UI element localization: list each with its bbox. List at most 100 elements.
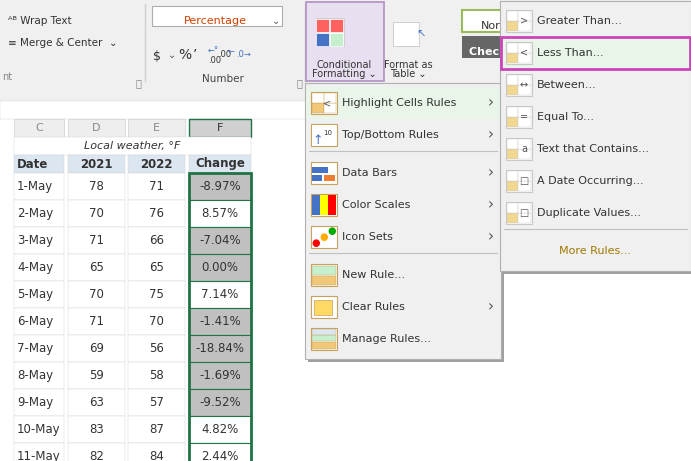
Text: A Date Occurring...: A Date Occurring... bbox=[537, 176, 643, 186]
Text: 8-May: 8-May bbox=[17, 369, 53, 382]
Text: 10: 10 bbox=[323, 130, 332, 136]
Text: 5-May: 5-May bbox=[17, 288, 53, 301]
Text: Duplicate Values...: Duplicate Values... bbox=[537, 208, 641, 218]
Text: F: F bbox=[217, 123, 223, 133]
Text: Goo: Goo bbox=[602, 21, 624, 31]
Text: 1-May: 1-May bbox=[17, 180, 53, 193]
Text: ●: ● bbox=[328, 226, 337, 236]
FancyBboxPatch shape bbox=[128, 362, 185, 389]
FancyBboxPatch shape bbox=[506, 106, 532, 128]
FancyBboxPatch shape bbox=[324, 175, 335, 181]
FancyBboxPatch shape bbox=[128, 155, 185, 173]
FancyBboxPatch shape bbox=[189, 173, 251, 200]
Text: .0→: .0→ bbox=[236, 50, 251, 59]
Text: 4.82%: 4.82% bbox=[201, 423, 238, 436]
Text: Change: Change bbox=[195, 158, 245, 171]
FancyBboxPatch shape bbox=[501, 37, 690, 69]
Text: 2.44%: 2.44% bbox=[201, 450, 238, 461]
FancyBboxPatch shape bbox=[189, 308, 251, 335]
Text: -1.69%: -1.69% bbox=[199, 369, 241, 382]
Text: Manage Rules...: Manage Rules... bbox=[342, 334, 431, 344]
FancyBboxPatch shape bbox=[507, 149, 518, 159]
FancyBboxPatch shape bbox=[14, 308, 64, 335]
Text: ←: ← bbox=[228, 47, 235, 56]
FancyBboxPatch shape bbox=[600, 10, 650, 32]
FancyBboxPatch shape bbox=[189, 443, 251, 461]
Text: ›: › bbox=[488, 128, 494, 142]
FancyBboxPatch shape bbox=[152, 6, 282, 26]
Text: Normal: Normal bbox=[481, 21, 521, 31]
FancyBboxPatch shape bbox=[128, 416, 185, 443]
FancyBboxPatch shape bbox=[506, 138, 532, 160]
FancyBboxPatch shape bbox=[128, 443, 185, 461]
Text: ›: › bbox=[488, 230, 494, 244]
Text: .00: .00 bbox=[208, 56, 221, 65]
FancyBboxPatch shape bbox=[311, 328, 337, 350]
FancyBboxPatch shape bbox=[14, 389, 64, 416]
FancyBboxPatch shape bbox=[507, 75, 518, 85]
Text: ›: › bbox=[488, 165, 494, 181]
Text: 8.57%: 8.57% bbox=[202, 207, 238, 220]
FancyBboxPatch shape bbox=[324, 93, 336, 103]
Text: -18.84%: -18.84% bbox=[196, 342, 245, 355]
FancyBboxPatch shape bbox=[68, 155, 125, 173]
FancyBboxPatch shape bbox=[518, 107, 531, 117]
Text: 66: 66 bbox=[149, 234, 164, 247]
FancyBboxPatch shape bbox=[330, 33, 343, 46]
FancyBboxPatch shape bbox=[14, 443, 64, 461]
Text: 6-May: 6-May bbox=[17, 315, 53, 328]
Text: 70: 70 bbox=[89, 288, 104, 301]
FancyBboxPatch shape bbox=[68, 254, 125, 281]
Text: C: C bbox=[35, 123, 43, 133]
FancyBboxPatch shape bbox=[506, 202, 532, 224]
FancyBboxPatch shape bbox=[518, 117, 531, 127]
FancyBboxPatch shape bbox=[128, 173, 185, 200]
Text: <: < bbox=[520, 48, 528, 58]
Text: Greater Than...: Greater Than... bbox=[537, 16, 622, 26]
Text: Check Cell: Check Cell bbox=[468, 47, 533, 57]
FancyBboxPatch shape bbox=[312, 175, 322, 181]
FancyBboxPatch shape bbox=[328, 195, 336, 215]
FancyBboxPatch shape bbox=[0, 0, 691, 83]
FancyBboxPatch shape bbox=[544, 10, 596, 32]
Text: Explanatory ...: Explanatory ... bbox=[544, 47, 625, 57]
Text: More Rules...: More Rules... bbox=[560, 246, 632, 256]
FancyBboxPatch shape bbox=[518, 139, 531, 149]
Text: a: a bbox=[521, 144, 527, 154]
Text: 2022: 2022 bbox=[140, 158, 173, 171]
FancyBboxPatch shape bbox=[312, 167, 328, 173]
FancyBboxPatch shape bbox=[320, 195, 328, 215]
Text: Format as: Format as bbox=[384, 60, 433, 70]
FancyBboxPatch shape bbox=[128, 254, 185, 281]
FancyBboxPatch shape bbox=[518, 203, 531, 213]
Text: =: = bbox=[520, 112, 528, 122]
Text: 71: 71 bbox=[89, 315, 104, 328]
FancyBboxPatch shape bbox=[14, 173, 64, 200]
FancyBboxPatch shape bbox=[14, 254, 64, 281]
FancyBboxPatch shape bbox=[128, 227, 185, 254]
Text: 11-May: 11-May bbox=[17, 450, 61, 461]
Text: 63: 63 bbox=[89, 396, 104, 409]
FancyBboxPatch shape bbox=[311, 124, 337, 146]
FancyBboxPatch shape bbox=[14, 227, 64, 254]
Text: 65: 65 bbox=[149, 261, 164, 274]
FancyBboxPatch shape bbox=[506, 170, 532, 192]
FancyBboxPatch shape bbox=[316, 33, 329, 46]
FancyBboxPatch shape bbox=[306, 2, 384, 81]
FancyBboxPatch shape bbox=[393, 22, 419, 46]
Text: New Rule...: New Rule... bbox=[342, 270, 405, 280]
Text: Data Bars: Data Bars bbox=[342, 168, 397, 178]
FancyBboxPatch shape bbox=[312, 93, 324, 103]
Text: nt: nt bbox=[2, 72, 12, 82]
Text: ●: ● bbox=[312, 238, 320, 248]
Text: ←°: ←° bbox=[208, 47, 219, 56]
FancyBboxPatch shape bbox=[189, 254, 251, 281]
Text: -7.04%: -7.04% bbox=[199, 234, 240, 247]
FancyBboxPatch shape bbox=[507, 53, 518, 63]
Text: Conditional: Conditional bbox=[316, 60, 372, 70]
FancyBboxPatch shape bbox=[128, 308, 185, 335]
FancyBboxPatch shape bbox=[14, 362, 64, 389]
FancyBboxPatch shape bbox=[128, 389, 185, 416]
FancyBboxPatch shape bbox=[314, 300, 332, 315]
FancyBboxPatch shape bbox=[330, 19, 343, 32]
